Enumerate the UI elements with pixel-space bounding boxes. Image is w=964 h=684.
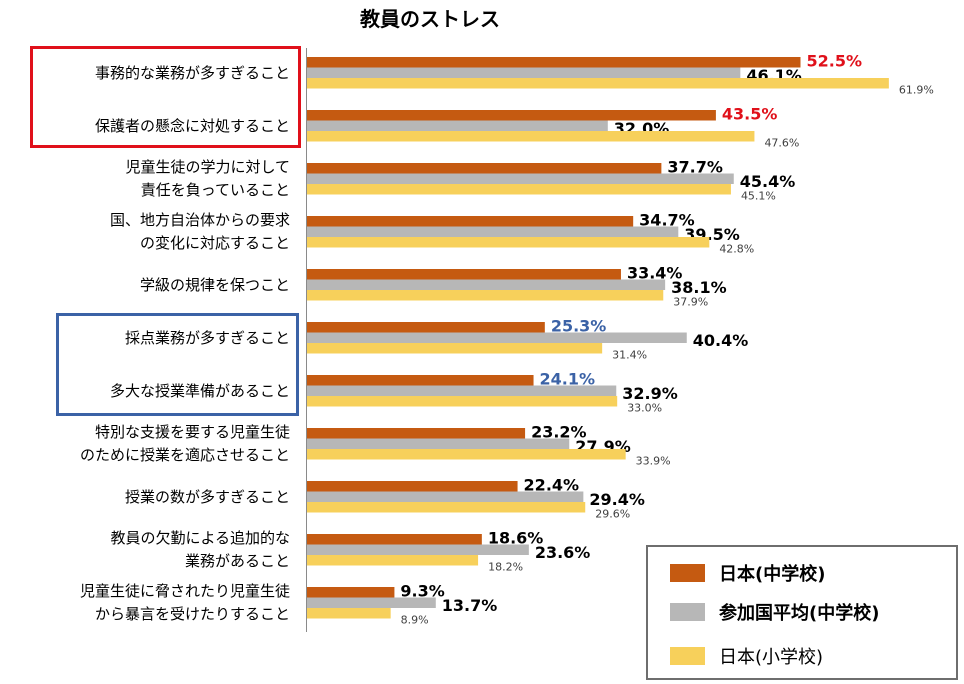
legend-label: 参加国平均(中学校) [719,603,880,624]
legend-swatch [670,564,705,582]
data-label-series-0-cat-0: 52.5% [807,52,863,71]
bar-series-0-cat-7 [307,428,526,439]
bar-series-1-cat-10 [307,597,436,608]
bar-series-0-cat-2 [307,163,662,174]
bar-series-0-cat-1 [307,110,716,121]
bar-series-1-cat-2 [307,173,734,184]
bar-series-0-cat-5 [307,322,545,333]
category-label: 保護者の懸念に対処すること [94,116,290,135]
bar-series-1-cat-7 [307,438,570,449]
bar-series-2-cat-7 [307,449,626,460]
legend: 日本(中学校) 参加国平均(中学校) 日本(小学校) [646,545,958,680]
data-label-series-0-cat-2: 37.7% [667,158,723,177]
data-label-series-0-cat-9: 18.6% [488,529,544,548]
bar-series-0-cat-8 [307,481,518,492]
data-label-series-1-cat-6: 32.9% [622,384,678,403]
bar-series-2-cat-3 [307,237,710,248]
bar-series-0-cat-10 [307,587,395,598]
data-label-series-2-cat-2: 45.1% [741,190,776,203]
data-label-series-1-cat-8: 29.4% [589,490,645,509]
data-label-series-1-cat-9: 23.6% [535,543,591,562]
legend-label: 日本(小学校) [719,647,824,668]
data-label-series-2-cat-5: 31.4% [612,349,647,362]
data-label-series-0-cat-3: 34.7% [639,211,695,230]
category-label: 教員の欠勤による追加的な 業務があること [110,529,290,570]
highlight-box-blue [56,313,299,416]
data-label-series-2-cat-3: 42.8% [719,243,754,256]
category-label: 授業の数が多すぎること [124,487,290,506]
data-label-series-2-cat-8: 29.6% [595,508,630,521]
bar-series-0-cat-4 [307,269,621,280]
highlight-box-red [30,46,301,148]
bar-series-0-cat-3 [307,216,634,227]
category-label: 特別な支援を要する児童生徒 のために授業を適応させること [79,423,290,464]
category-axis [306,48,307,632]
data-label-series-2-cat-0: 61.9% [899,84,934,97]
legend-label: 日本(中学校) [719,564,826,585]
category-label: 児童生徒に脅されたり児童生徒 から暴言を受けたりすること [79,582,290,623]
data-label-series-2-cat-1: 47.6% [764,137,799,150]
bar-series-2-cat-10 [307,608,391,619]
data-label-series-0-cat-7: 23.2% [531,423,587,442]
data-label-series-0-cat-4: 33.4% [627,264,683,283]
bar-series-2-cat-4 [307,290,664,301]
category-label: 学級の規律を保つこと [139,275,290,294]
data-label-series-2-cat-10: 8.9% [401,614,429,627]
bar-series-2-cat-5 [307,343,603,354]
bar-series-1-cat-0 [307,67,741,78]
bar-series-1-cat-3 [307,226,679,237]
category-label: 採点業務が多すぎること [124,328,290,347]
legend-item-japan-elementary: 日本(小学校) [670,642,823,670]
bar-series-1-cat-4 [307,279,666,290]
data-label-series-2-cat-4: 37.9% [673,296,708,309]
legend-swatch [670,647,705,665]
bar-series-1-cat-8 [307,491,584,502]
data-label-series-1-cat-4: 38.1% [671,278,727,297]
bar-series-2-cat-8 [307,502,586,513]
bar-series-1-cat-1 [307,120,608,131]
bar-series-2-cat-6 [307,396,618,407]
bar-series-0-cat-9 [307,534,482,545]
chart-title: 教員のストレス [360,7,500,31]
category-label: 多大な授業準備があること [109,381,290,400]
bar-series-0-cat-6 [307,375,534,386]
data-label-series-2-cat-7: 33.9% [636,455,671,468]
bar-series-2-cat-9 [307,555,479,566]
category-label: 国、地方自治体からの要求 の変化に対応すること [109,211,290,252]
category-label: 児童生徒の学力に対して 責任を負っていること [125,158,290,199]
data-label-series-0-cat-8: 22.4% [524,476,580,495]
legend-item-japan-middle: 日本(中学校) [670,559,825,587]
data-label-series-1-cat-2: 45.4% [740,172,796,191]
bar-series-0-cat-0 [307,57,801,68]
data-label-series-1-cat-5: 40.4% [693,331,749,350]
data-label-series-2-cat-9: 18.2% [488,561,523,574]
bar-series-1-cat-6 [307,385,617,396]
data-label-series-2-cat-6: 33.0% [627,402,662,415]
legend-item-average-middle: 参加国平均(中学校) [670,598,879,626]
legend-swatch [670,603,705,621]
data-label-series-0-cat-6: 24.1% [540,370,596,389]
data-label-series-0-cat-5: 25.3% [551,317,607,336]
data-label-series-0-cat-10: 9.3% [400,582,444,601]
data-label-series-1-cat-10: 13.7% [442,596,498,615]
category-label: 事務的な業務が多すぎること [94,63,290,82]
bar-series-1-cat-5 [307,332,687,343]
bar-series-2-cat-2 [307,184,731,195]
bar-series-1-cat-9 [307,544,529,555]
bar-series-2-cat-0 [307,78,889,89]
bar-series-2-cat-1 [307,131,755,142]
data-label-series-0-cat-1: 43.5% [722,105,778,124]
